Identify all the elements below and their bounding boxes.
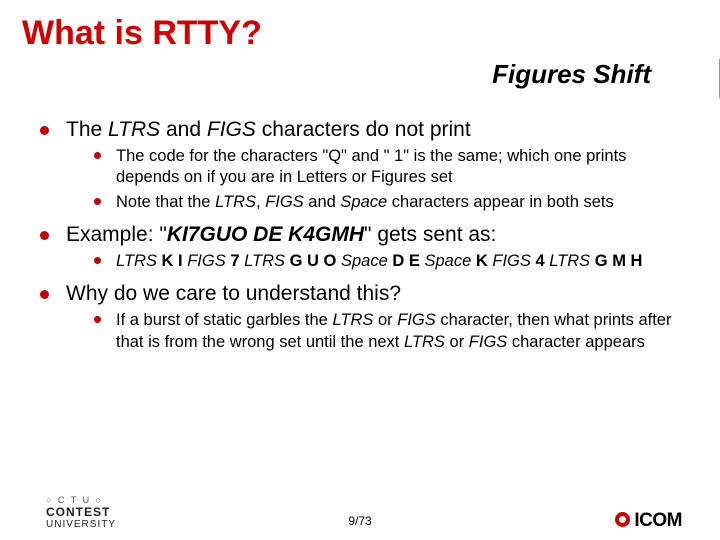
bullet-level1: Why do we care to understand this? — [40, 282, 692, 306]
page-number: 9/73 — [348, 514, 371, 528]
bullet-level2: Note that the LTRS, FIGS and Space chara… — [94, 192, 692, 213]
bullet-level2: If a burst of static garbles the LTRS or… — [94, 310, 692, 352]
icom-circle-icon — [615, 512, 630, 527]
slide-footer: ○ C T U ○ CONTEST UNIVERSITY 9/73 ICOM — [0, 482, 720, 540]
slide-title: What is RTTY? — [0, 0, 720, 53]
slide-subtitle: Figures Shift — [0, 59, 720, 98]
contest-line: CONTEST — [46, 506, 116, 519]
slide-content: The LTRS and FIGS characters do not prin… — [0, 98, 720, 353]
bullet-level2-group: If a burst of static garbles the LTRS or… — [40, 310, 692, 352]
icom-text: ICOM — [634, 510, 682, 531]
contest-university-logo: ○ C T U ○ CONTEST UNIVERSITY — [46, 496, 116, 530]
university-line: UNIVERSITY — [46, 519, 116, 530]
bullet-level2: The code for the characters "Q" and " 1"… — [94, 146, 692, 188]
bullet-level2: LTRS K I FIGS 7 LTRS G U O Space D E Spa… — [94, 251, 692, 272]
bullet-level1: Example: "KI7GUO DE K4GMH" gets sent as: — [40, 223, 692, 247]
bullet-level1: The LTRS and FIGS characters do not prin… — [40, 118, 692, 142]
icom-logo: ICOM — [615, 510, 682, 532]
bullet-level2-group: LTRS K I FIGS 7 LTRS G U O Space D E Spa… — [40, 251, 692, 272]
bullet-level2-group: The code for the characters "Q" and " 1"… — [40, 146, 692, 213]
